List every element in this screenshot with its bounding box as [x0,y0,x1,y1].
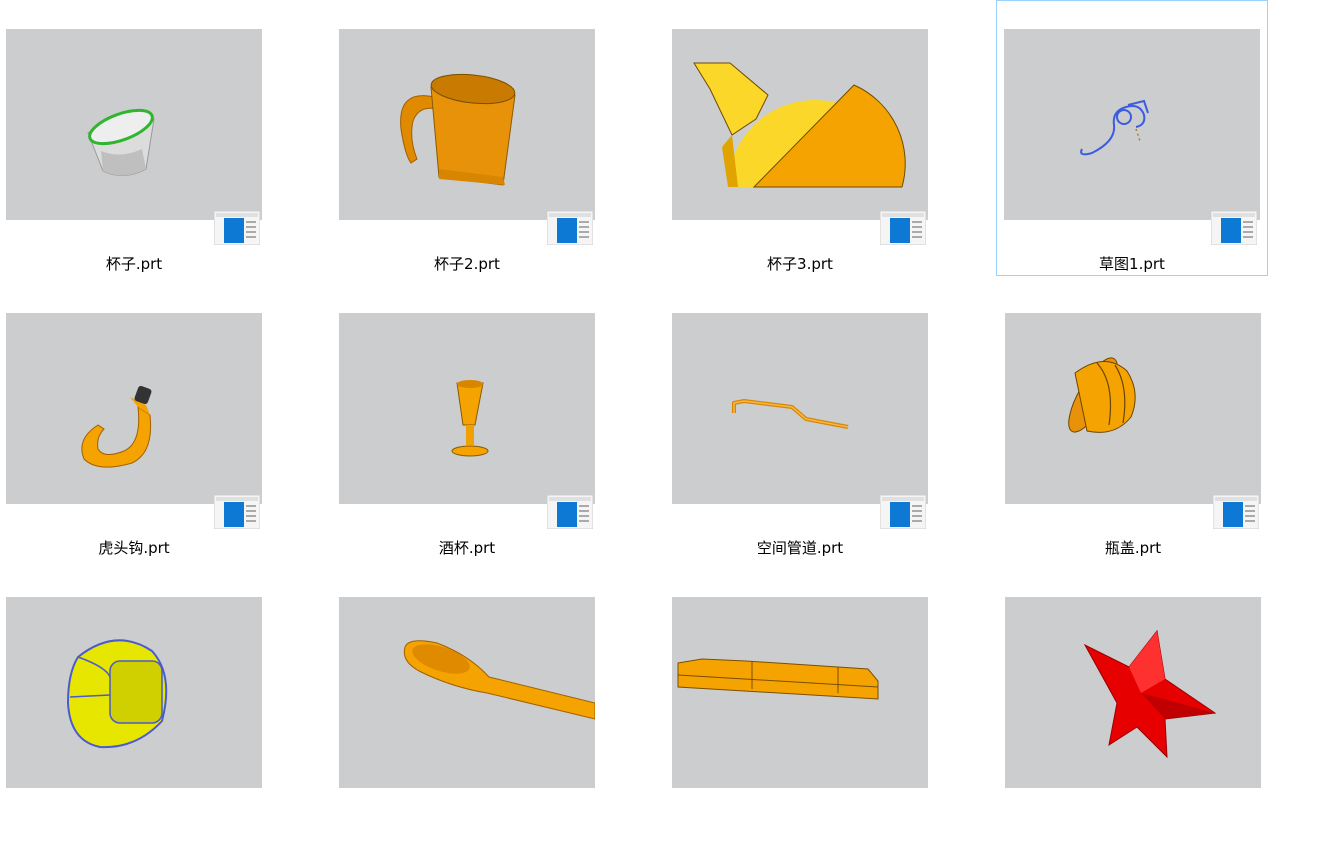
file-thumbnail [672,29,928,220]
file-tile[interactable]: 杯子3.prt [666,0,938,276]
part-file-icon [880,495,926,529]
file-tile[interactable]: 酒杯.prt [333,284,605,560]
part-file-icon [214,211,260,245]
file-grid: 杯子.prt 杯子2.prt 杯子3.prt [0,0,1271,788]
part-file-icon [214,495,260,529]
part-file-icon [880,211,926,245]
part-file-icon [1213,495,1259,529]
file-tile[interactable] [0,568,272,844]
file-name: 酒杯.prt [438,539,496,557]
file-name: 草图1.prt [1099,255,1165,273]
part-file-icon [1211,211,1257,245]
file-thumbnail [672,597,928,788]
file-name: 杯子3.prt [767,255,833,273]
file-thumbnail [1004,29,1260,220]
file-thumbnail [6,313,262,504]
file-name: 杯子2.prt [434,255,500,273]
part-file-icon [547,211,593,245]
file-name: 瓶盖.prt [1104,539,1162,557]
file-tile[interactable] [999,568,1271,844]
file-tile[interactable]: 空间管道.prt [666,284,938,560]
file-tile[interactable] [666,568,938,844]
file-name: 空间管道.prt [756,539,844,557]
file-name: 杯子.prt [105,255,163,273]
file-thumbnail [339,597,595,788]
file-tile[interactable]: 瓶盖.prt [999,284,1271,560]
file-thumbnail [1005,597,1261,788]
file-tile-selected[interactable]: 草图1.prt [996,0,1268,276]
part-file-icon [547,495,593,529]
file-thumbnail [6,29,262,220]
file-thumbnail [1005,313,1261,504]
file-tile[interactable]: 杯子2.prt [333,0,605,276]
file-thumbnail [6,597,262,788]
file-name: 虎头钩.prt [98,539,170,557]
file-thumbnail [672,313,928,504]
file-thumbnail [339,29,595,220]
file-tile[interactable] [333,568,605,844]
file-thumbnail [339,313,595,504]
file-tile[interactable]: 杯子.prt [0,0,272,276]
file-tile[interactable]: 虎头钩.prt [0,284,272,560]
